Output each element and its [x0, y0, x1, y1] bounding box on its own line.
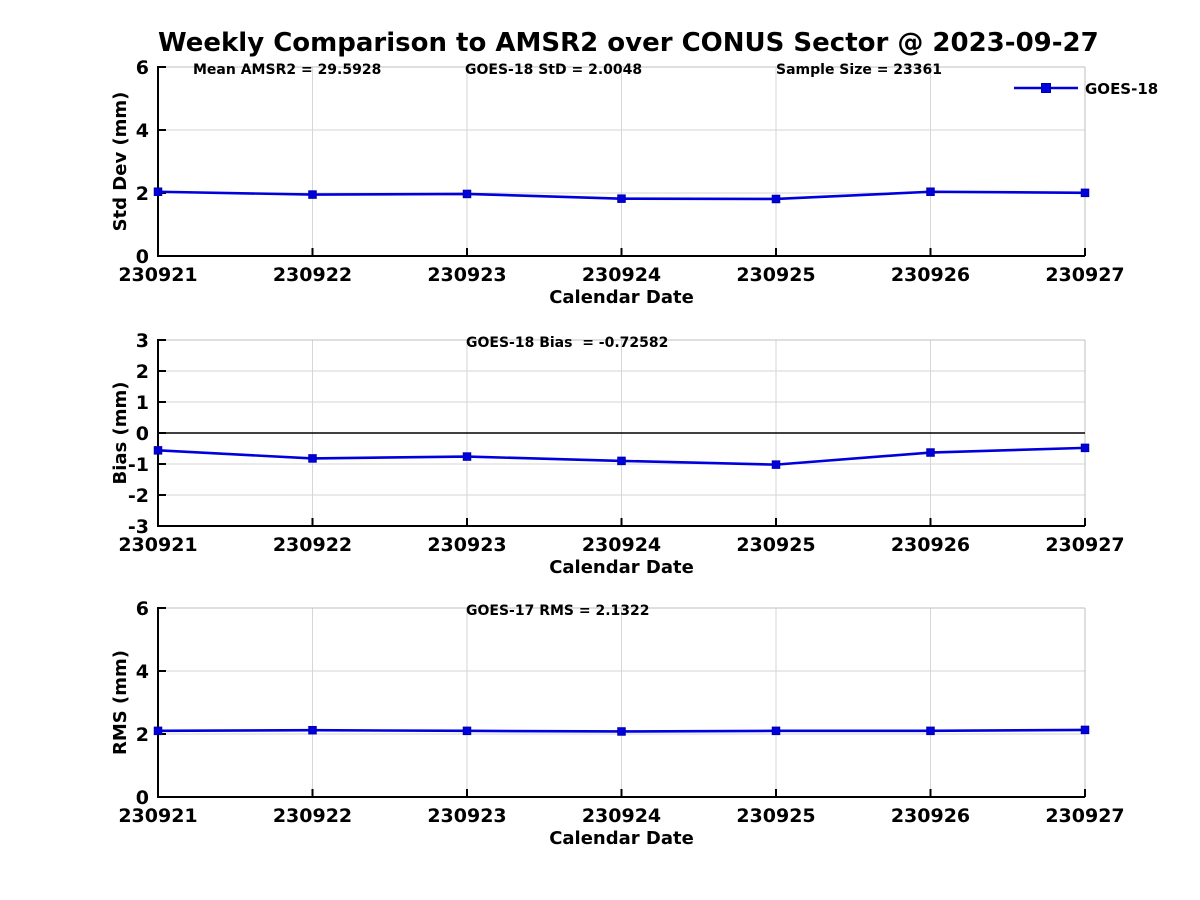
- data-point: [771, 726, 781, 736]
- x-tick-label: 230926: [891, 264, 970, 286]
- data-point: [462, 189, 472, 199]
- y-tick-label: 6: [136, 57, 149, 79]
- data-point: [462, 452, 472, 461]
- y-tick-label: -1: [128, 454, 149, 476]
- x-axis-label: Calendar Date: [549, 828, 694, 849]
- y-tick-label: 0: [136, 423, 149, 445]
- legend-label: GOES-18: [1085, 80, 1158, 98]
- data-point: [308, 725, 317, 735]
- data-point: [153, 187, 163, 196]
- annotation: Sample Size = 23361: [776, 62, 942, 78]
- y-tick-label: 6: [136, 598, 149, 620]
- data-point: [308, 190, 317, 199]
- x-tick-label: 230924: [582, 805, 661, 827]
- data-point: [153, 726, 163, 736]
- x-tick-label: 230925: [736, 805, 815, 827]
- data-point: [153, 446, 163, 455]
- x-tick-label: 230924: [582, 534, 661, 556]
- data-point: [1080, 443, 1090, 453]
- data-point: [1080, 725, 1090, 735]
- x-tick-label: 230923: [427, 805, 506, 827]
- y-tick-label: -3: [128, 516, 149, 538]
- y-tick-label: 2: [136, 724, 149, 746]
- y-axis-label: RMS (mm): [110, 650, 131, 755]
- x-tick-label: 230923: [427, 534, 506, 556]
- y-tick-label: -2: [128, 485, 149, 507]
- annotation: GOES-17 RMS = 2.1322: [466, 603, 650, 619]
- x-tick-label: 230921: [118, 264, 197, 286]
- x-tick-label: 230927: [1045, 264, 1124, 286]
- y-tick-label: 4: [136, 661, 149, 683]
- legend: GOES-18: [1014, 80, 1158, 98]
- data-point: [771, 194, 781, 204]
- data-point: [1080, 188, 1090, 198]
- data-point: [771, 460, 781, 469]
- annotation: Mean AMSR2 = 29.5928: [193, 62, 381, 78]
- x-axis-label: Calendar Date: [549, 287, 694, 308]
- y-axis-label: Bias (mm): [110, 382, 131, 485]
- annotation: GOES-18 Bias = -0.72582: [466, 335, 668, 351]
- x-tick-label: 230922: [273, 805, 352, 827]
- y-tick-label: 0: [136, 246, 149, 268]
- y-tick-label: 3: [136, 330, 149, 352]
- data-point: [308, 454, 317, 463]
- data-point: [926, 726, 935, 736]
- x-tick-label: 230926: [891, 534, 970, 556]
- data-point: [926, 187, 935, 196]
- x-tick-label: 230921: [118, 534, 197, 556]
- y-axis-label: Std Dev (mm): [110, 92, 131, 232]
- legend-marker: [1041, 83, 1051, 93]
- x-tick-label: 230922: [273, 534, 352, 556]
- x-tick-label: 230922: [273, 264, 352, 286]
- y-tick-label: 0: [136, 787, 149, 809]
- y-tick-label: 4: [136, 120, 149, 142]
- x-tick-label: 230925: [736, 534, 815, 556]
- x-tick-label: 230927: [1045, 805, 1124, 827]
- x-tick-label: 230924: [582, 264, 661, 286]
- y-tick-label: 2: [136, 183, 149, 205]
- y-tick-label: 1: [136, 392, 149, 414]
- x-tick-label: 230926: [891, 805, 970, 827]
- subplot-stddev: 0 2 4 6 230921 230922 230923 230924 230925 230926…: [110, 57, 1125, 308]
- data-point: [617, 727, 626, 736]
- x-tick-label: 230921: [118, 805, 197, 827]
- data-point: [926, 448, 935, 457]
- y-tick-label: 2: [136, 361, 149, 383]
- data-point: [462, 726, 472, 736]
- annotation: GOES-18 StD = 2.0048: [465, 62, 642, 78]
- data-point: [617, 194, 626, 203]
- x-tick-label: 230925: [736, 264, 815, 286]
- x-axis-label: Calendar Date: [549, 557, 694, 578]
- figure-title: Weekly Comparison to AMSR2 over CONUS Se…: [158, 28, 1099, 58]
- subplot-rms: 0 2 4 6 230921 230922 230923 230924 230925 230926…: [110, 598, 1125, 849]
- x-tick-label: 230923: [427, 264, 506, 286]
- data-point: [617, 456, 626, 466]
- x-tick-label: 230927: [1045, 534, 1124, 556]
